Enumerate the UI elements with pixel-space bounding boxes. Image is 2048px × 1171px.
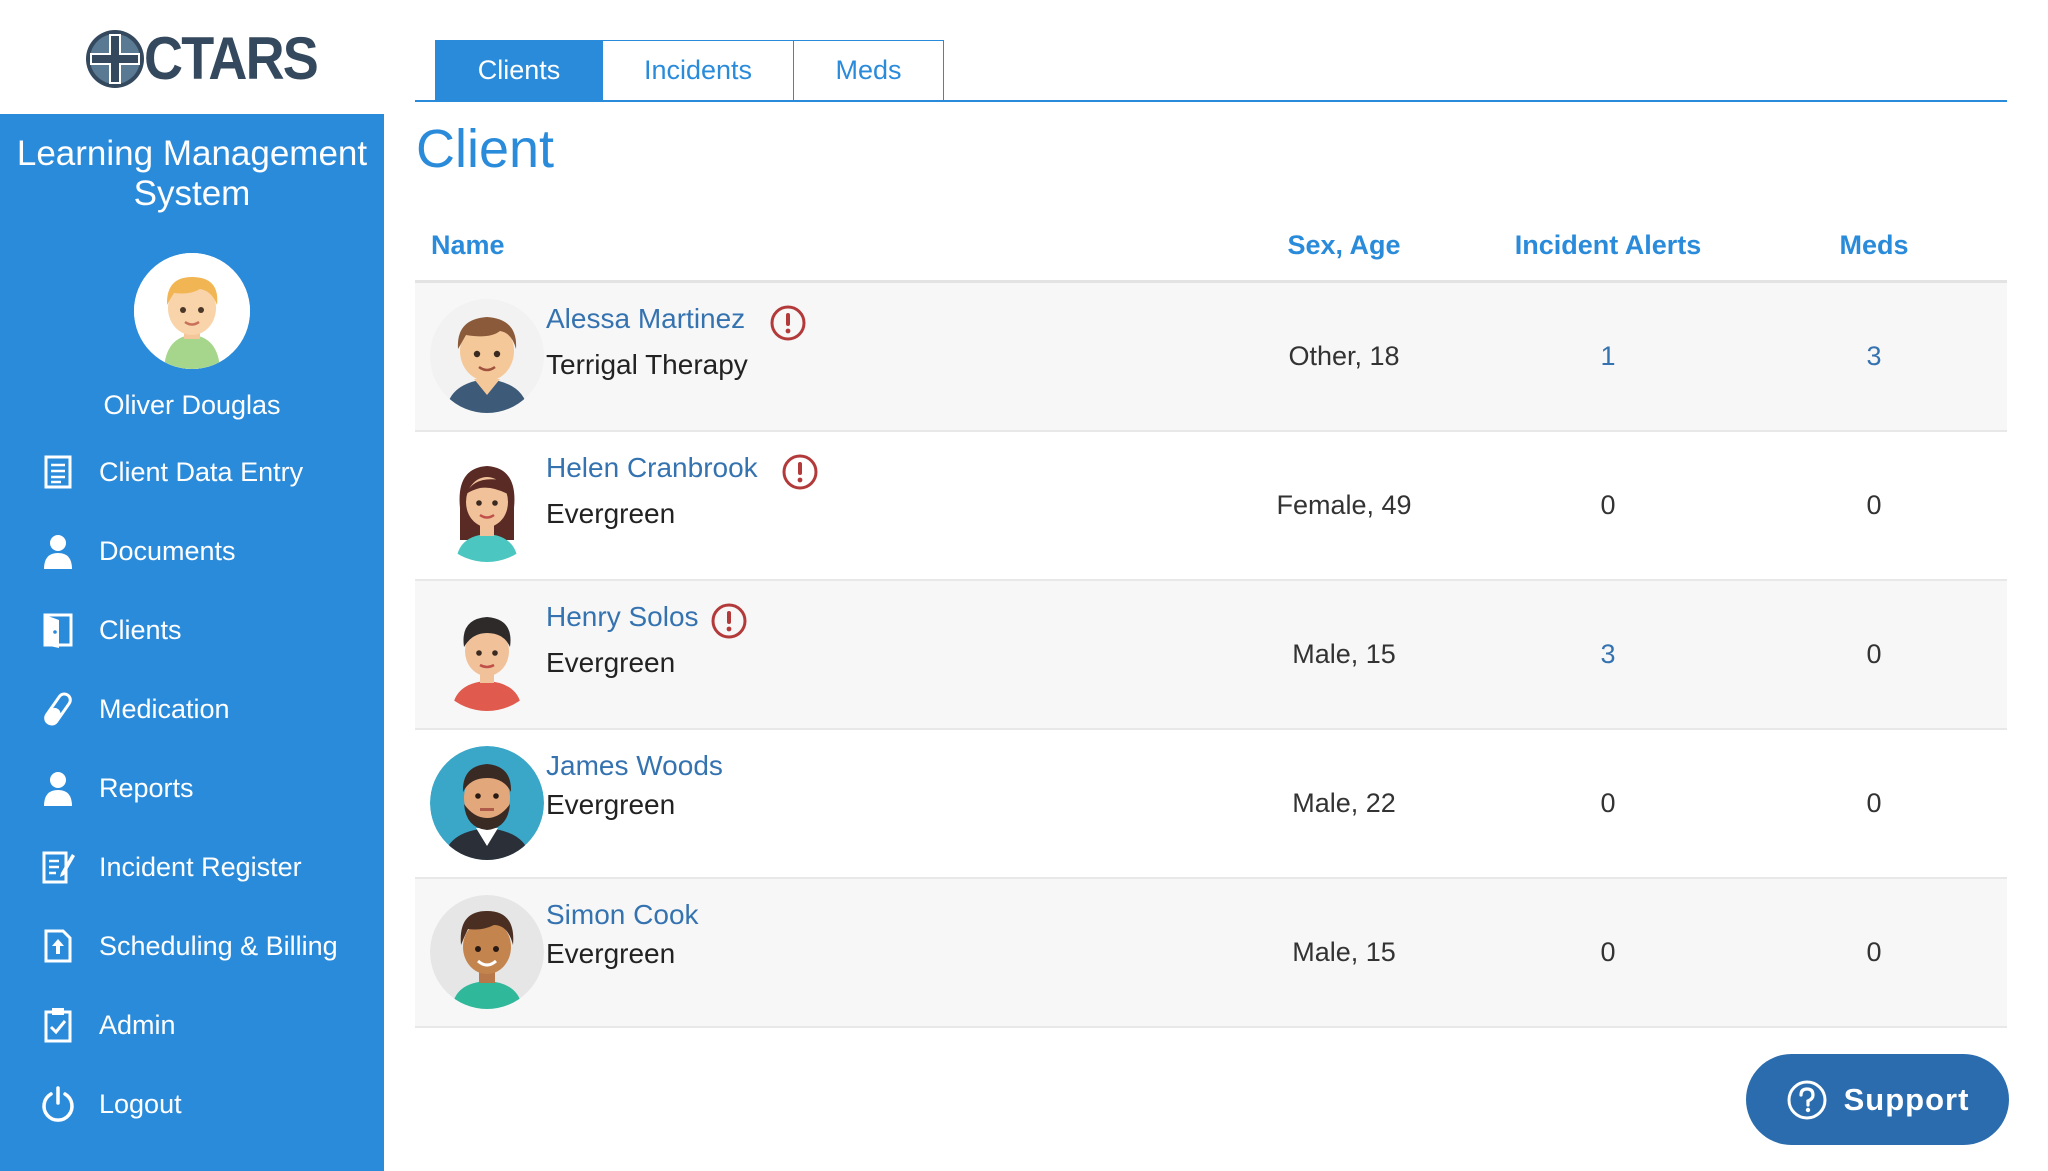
logo-text: CTARS bbox=[144, 25, 319, 92]
avatar-icon bbox=[430, 448, 544, 562]
incident-alerts-count: 0 bbox=[1600, 937, 1616, 967]
sidebar-item-documents[interactable]: Documents bbox=[0, 519, 384, 583]
table-row[interactable]: Henry Solos Evergreen Male, 15 3 0 bbox=[415, 581, 2007, 730]
table-row[interactable]: Helen Cranbrook Evergreen Female, 49 0 0 bbox=[415, 432, 2007, 581]
client-name-link[interactable]: Henry Solos bbox=[546, 601, 699, 632]
client-organization: Evergreen bbox=[546, 789, 676, 820]
sidebar-item-client-data-entry[interactable]: Client Data Entry bbox=[0, 440, 384, 504]
client-name-link[interactable]: Alessa Martinez bbox=[546, 303, 746, 334]
meds-count: 0 bbox=[1866, 490, 1882, 520]
sidebar-item-scheduling-billing[interactable]: Scheduling & Billing bbox=[0, 914, 384, 978]
table-row[interactable]: James Woods Evergreen Male, 22 0 0 bbox=[415, 730, 2007, 879]
help-icon bbox=[1787, 1080, 1827, 1119]
person-icon bbox=[40, 768, 76, 808]
sidebar-item-label: Scheduling & Billing bbox=[99, 930, 338, 961]
avatar-icon bbox=[430, 895, 544, 1009]
client-sex-age: Other, 18 bbox=[1288, 341, 1400, 371]
avatar-icon bbox=[430, 746, 544, 860]
power-icon bbox=[40, 1084, 76, 1124]
tab-meds[interactable]: Meds bbox=[794, 40, 944, 101]
meds-count: 0 bbox=[1866, 639, 1882, 669]
client-organization: Evergreen bbox=[546, 647, 676, 678]
meds-count[interactable]: 3 bbox=[1866, 341, 1882, 371]
client-avatar[interactable] bbox=[430, 597, 544, 711]
app-title: Learning Management System bbox=[16, 134, 368, 213]
cross-shield-icon bbox=[86, 30, 144, 88]
sidebar: Learning Management System Oliver Dougla… bbox=[0, 114, 384, 1171]
sidebar-item-label: Client Data Entry bbox=[99, 456, 304, 487]
client-name-link[interactable]: James Woods bbox=[546, 750, 723, 781]
alert-icon[interactable] bbox=[781, 453, 819, 491]
client-organization: Evergreen bbox=[546, 498, 676, 529]
support-button[interactable]: Support bbox=[1746, 1054, 2009, 1145]
avatar-icon bbox=[430, 597, 544, 711]
pill-icon bbox=[40, 689, 76, 729]
tab-incidents[interactable]: Incidents bbox=[603, 40, 794, 101]
document-list-icon bbox=[40, 452, 76, 492]
column-header-meds[interactable]: Meds bbox=[1839, 230, 1909, 260]
sidebar-item-label: Documents bbox=[99, 535, 236, 566]
page-title: Client bbox=[416, 119, 555, 179]
column-header-sex-age[interactable]: Sex, Age bbox=[1287, 230, 1401, 260]
incident-alerts-count: 0 bbox=[1600, 788, 1616, 818]
document-upload-icon bbox=[40, 926, 76, 966]
sidebar-item-incident-register[interactable]: Incident Register bbox=[0, 835, 384, 899]
incident-alerts-count[interactable]: 1 bbox=[1600, 341, 1616, 371]
tab-underline bbox=[415, 100, 2007, 102]
client-sex-age: Female, 49 bbox=[1276, 490, 1412, 520]
table-header: Name Sex, Age Incident Alerts Meds bbox=[415, 222, 2007, 283]
ctars-logo[interactable]: CTARS bbox=[84, 26, 336, 92]
tab-bar: Clients Incidents Meds bbox=[435, 40, 944, 101]
client-avatar[interactable] bbox=[430, 895, 544, 1009]
client-organization: Evergreen bbox=[546, 938, 676, 969]
table-row[interactable]: Alessa Martinez Terrigal Therapy Other, … bbox=[415, 283, 2007, 432]
client-sex-age: Male, 15 bbox=[1292, 639, 1396, 669]
sidebar-item-label: Incident Register bbox=[99, 851, 302, 882]
column-header-name[interactable]: Name bbox=[431, 230, 505, 260]
meds-count: 0 bbox=[1866, 937, 1882, 967]
client-sex-age: Male, 15 bbox=[1292, 937, 1396, 967]
support-label: Support bbox=[1843, 1081, 1970, 1117]
sidebar-item-clients[interactable]: Clients bbox=[0, 598, 384, 662]
client-name-link[interactable]: Simon Cook bbox=[546, 899, 699, 930]
client-organization: Terrigal Therapy bbox=[546, 349, 748, 380]
sidebar-item-label: Medication bbox=[99, 693, 230, 724]
sidebar-item-label: Admin bbox=[99, 1009, 176, 1040]
client-avatar[interactable] bbox=[430, 746, 544, 860]
sidebar-item-medication[interactable]: Medication bbox=[0, 677, 384, 741]
sidebar-item-logout[interactable]: Logout bbox=[0, 1072, 384, 1136]
incident-alerts-count: 0 bbox=[1600, 490, 1616, 520]
door-icon bbox=[40, 610, 76, 650]
alert-icon[interactable] bbox=[769, 304, 807, 342]
sidebar-item-reports[interactable]: Reports bbox=[0, 756, 384, 820]
sidebar-item-label: Clients bbox=[99, 614, 182, 645]
client-sex-age: Male, 22 bbox=[1292, 788, 1396, 818]
sidebar-item-label: Reports bbox=[99, 772, 194, 803]
logo-bar: CTARS bbox=[0, 0, 384, 114]
column-header-incident-alerts[interactable]: Incident Alerts bbox=[1514, 230, 1702, 260]
boy-avatar-icon bbox=[134, 253, 250, 369]
user-name: Oliver Douglas bbox=[103, 390, 281, 420]
tab-clients[interactable]: Clients bbox=[435, 40, 603, 101]
document-edit-icon bbox=[40, 847, 76, 887]
user-avatar[interactable] bbox=[134, 253, 250, 369]
incident-alerts-count[interactable]: 3 bbox=[1600, 639, 1616, 669]
avatar-icon bbox=[430, 299, 544, 413]
sidebar-item-label: Logout bbox=[99, 1088, 182, 1119]
client-avatar[interactable] bbox=[430, 448, 544, 562]
client-avatar[interactable] bbox=[430, 299, 544, 413]
client-name-link[interactable]: Helen Cranbrook bbox=[546, 452, 758, 483]
clipboard-check-icon bbox=[40, 1005, 76, 1045]
sidebar-item-admin[interactable]: Admin bbox=[0, 993, 384, 1057]
person-icon bbox=[40, 531, 76, 571]
meds-count: 0 bbox=[1866, 788, 1882, 818]
table-row[interactable]: Simon Cook Evergreen Male, 15 0 0 bbox=[415, 879, 2007, 1028]
alert-icon[interactable] bbox=[710, 602, 748, 640]
